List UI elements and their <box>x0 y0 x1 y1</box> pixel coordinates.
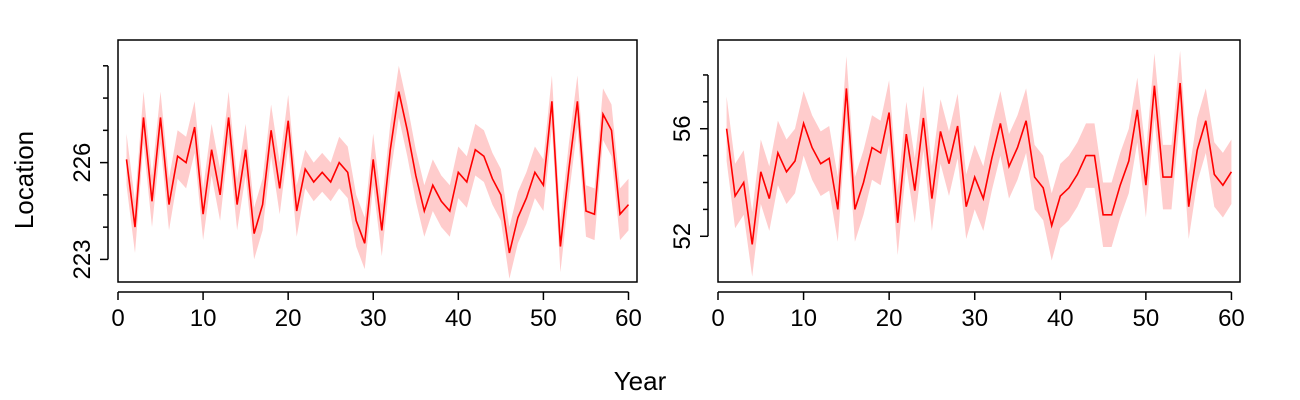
x-tick-label: 50 <box>530 305 557 332</box>
x-tick-label: 40 <box>1047 305 1074 332</box>
left-panel: 0 10 20 30 40 50 60 223 226 <box>69 39 642 332</box>
x-axis-title: Year <box>614 366 667 396</box>
plot-frame <box>117 39 638 283</box>
x-tick-label: 10 <box>790 305 817 332</box>
y-axis-title: Location <box>9 131 39 229</box>
y-tick-label: 226 <box>69 143 96 183</box>
y-tick-label: 223 <box>69 239 96 279</box>
series-line <box>725 82 1233 245</box>
y-tick-label: 56 <box>669 115 696 142</box>
x-tick-label: 60 <box>615 305 642 332</box>
x-tick-label: 30 <box>961 305 988 332</box>
x-tick-label: 0 <box>711 305 724 332</box>
x-tick-label: 60 <box>1218 305 1245 332</box>
x-tick-label: 20 <box>275 305 302 332</box>
plot-frame <box>717 39 1241 283</box>
confidence-band <box>126 65 629 279</box>
confidence-band <box>726 50 1232 277</box>
y-tick-label: 52 <box>669 223 696 250</box>
x-tick-label: 30 <box>360 305 387 332</box>
x-tick-label: 20 <box>876 305 903 332</box>
x-tick-label: 0 <box>111 305 124 332</box>
series-line <box>125 91 630 254</box>
right-panel: 0 10 20 30 40 50 60 52 56 <box>669 39 1245 332</box>
x-tick-label: 50 <box>1133 305 1160 332</box>
x-tick-label: 40 <box>445 305 472 332</box>
x-tick-label: 10 <box>190 305 217 332</box>
